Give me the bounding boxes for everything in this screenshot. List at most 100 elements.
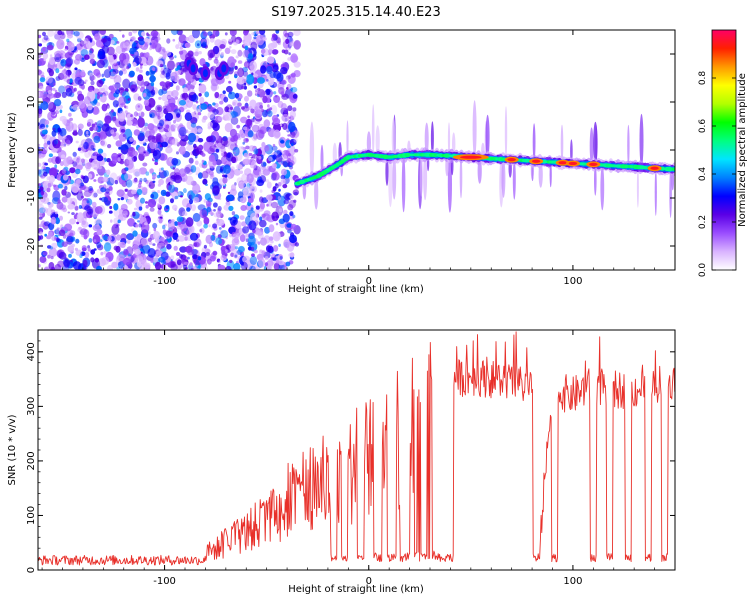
spectrogram-noise-blob xyxy=(141,127,147,133)
spectrogram-noise-blob xyxy=(126,198,133,205)
spectrogram-noise-blob xyxy=(279,256,283,260)
spectrogram-noise-blob xyxy=(72,151,77,157)
spectrogram-noise-blob xyxy=(165,120,172,126)
spectrogram-noise-blob xyxy=(45,76,53,84)
spectrogram-noise-blob xyxy=(38,71,45,77)
spectrogram-noise-blob xyxy=(242,70,248,77)
spectrogram-noise-blob xyxy=(264,145,270,152)
spectrogram-noise-blob xyxy=(198,144,204,151)
spectrogram-noise-blob xyxy=(87,89,96,102)
spectrogram-streak xyxy=(419,154,423,197)
spectrogram-noise-blob xyxy=(89,72,93,77)
spectrogram-noise-blob xyxy=(161,70,166,75)
spectrogram-noise-blob xyxy=(118,133,127,142)
spectrogram-noise-blob xyxy=(86,200,90,204)
spectrogram-noise-blob xyxy=(79,182,85,187)
spectrogram-noise-blob xyxy=(147,97,156,108)
spectrogram-noise-blob xyxy=(154,161,159,166)
spectrogram-noise-blob xyxy=(208,224,211,228)
spectrogram-noise-blob xyxy=(58,229,66,237)
spectrogram-noise-blob xyxy=(137,96,142,101)
spectrogram-noise-blob xyxy=(122,257,131,265)
spectrogram-noise-blob xyxy=(74,67,78,71)
spectrogram-noise-blob xyxy=(266,79,269,82)
spectrogram-streak xyxy=(639,113,644,168)
spectrogram-noise-blob xyxy=(237,191,244,199)
spectrogram-noise-blob xyxy=(133,207,138,211)
spectrogram-noise-blob xyxy=(52,87,56,91)
spectrogram-noise-blob xyxy=(164,131,172,138)
spectrogram-noise-blob xyxy=(61,137,70,144)
spectrogram-noise-blob xyxy=(168,184,176,193)
spectrogram-noise-blob xyxy=(132,41,137,48)
spectrogram-noise-blob xyxy=(120,144,128,151)
spectrogram-noise-blob xyxy=(229,92,232,95)
spectrogram-noise-blob xyxy=(192,254,198,260)
spectrogram-noise-blob xyxy=(121,172,129,181)
spectrogram-noise-blob xyxy=(138,111,145,119)
spectrogram-noise-blob xyxy=(41,196,50,204)
spectrogram-noise-blob xyxy=(178,207,186,217)
spectrogram-noise-blob xyxy=(178,78,186,86)
spectrogram-noise-blob xyxy=(253,148,259,155)
spectrogram-noise-blob xyxy=(226,194,235,202)
spectrogram-noise-blob xyxy=(273,129,281,139)
spectrogram-noise-blob xyxy=(95,39,103,48)
spectrogram-noise-blob xyxy=(116,41,120,44)
spectrogram-noise-blob xyxy=(233,134,239,142)
spectrogram-noise-blob xyxy=(141,187,148,193)
spectrogram-noise-blob xyxy=(290,223,297,230)
spectrogram-noise-blob xyxy=(90,249,96,255)
spectrogram-noise-blob xyxy=(240,261,248,270)
spectrogram-noise-blob xyxy=(270,240,274,244)
spectrogram-noise-blob xyxy=(56,227,60,230)
spectrogram-noise-blob xyxy=(151,174,157,179)
spectrogram-noise-blob xyxy=(192,183,201,195)
spectrogram-noise-blob xyxy=(152,222,158,229)
spectrogram-noise-blob xyxy=(144,222,148,226)
spectrogram-noise-blob xyxy=(224,47,231,54)
spectrogram-noise-blob xyxy=(235,55,239,59)
spectrogram-noise-blob xyxy=(233,263,241,270)
spectrogram-noise-blob xyxy=(115,245,121,253)
spectrogram-streak xyxy=(314,177,319,210)
spectrogram-noise-blob xyxy=(250,108,255,114)
spectrogram-noise-blob xyxy=(199,96,205,104)
spectrogram-noise-blob xyxy=(170,181,174,186)
spectrogram-noise-blob xyxy=(228,243,236,251)
spectrogram-noise-blob xyxy=(56,39,65,50)
spectrogram-noise-blob xyxy=(202,41,207,47)
spectrogram-noise-blob xyxy=(137,86,141,89)
spectrogram-noise-blob xyxy=(248,152,253,157)
spectrogram-noise-blob xyxy=(258,155,262,160)
spectrogram-noise-blob xyxy=(44,119,50,126)
spectrogram-noise-blob xyxy=(173,119,176,124)
spectrogram-noise-blob xyxy=(63,259,70,268)
spectrogram-noise-blob xyxy=(244,168,252,176)
spectrogram-noise-blob xyxy=(197,172,203,179)
spectrogram-noise-blob xyxy=(240,205,247,211)
spectrogram-noise-blob xyxy=(170,233,174,237)
spectrogram-noise-cluster-core xyxy=(221,64,227,73)
spectrogram-noise-blob xyxy=(257,89,266,98)
spectrogram-noise-blob xyxy=(96,241,102,249)
spectrogram-noise-blob xyxy=(75,140,79,144)
spectrogram-noise-blob xyxy=(164,100,169,106)
spectrogram-noise-blob xyxy=(278,208,283,213)
spectrogram-noise-blob xyxy=(112,100,119,108)
spectrogram-noise-blob xyxy=(277,196,281,201)
spectrogram-noise-blob xyxy=(73,31,80,37)
spectrogram-noise-blob xyxy=(96,102,101,107)
spectrogram-noise-blob xyxy=(150,194,155,199)
spectrogram-hotspot-core xyxy=(568,161,578,166)
spectrogram-noise-blob xyxy=(265,179,270,183)
spectrogram-noise-blob xyxy=(140,197,145,204)
spectrogram-noise-blob xyxy=(256,179,264,187)
spectrogram-noise-blob xyxy=(259,216,263,221)
spectrogram-noise-blob xyxy=(144,201,149,204)
spectrogram-noise-blob xyxy=(116,234,121,241)
spectrogram-noise-blob xyxy=(39,231,43,235)
spectrogram-noise-blob xyxy=(81,245,87,251)
spectrogram-noise-blob xyxy=(235,39,240,44)
spectrogram-noise-blob xyxy=(271,114,279,123)
